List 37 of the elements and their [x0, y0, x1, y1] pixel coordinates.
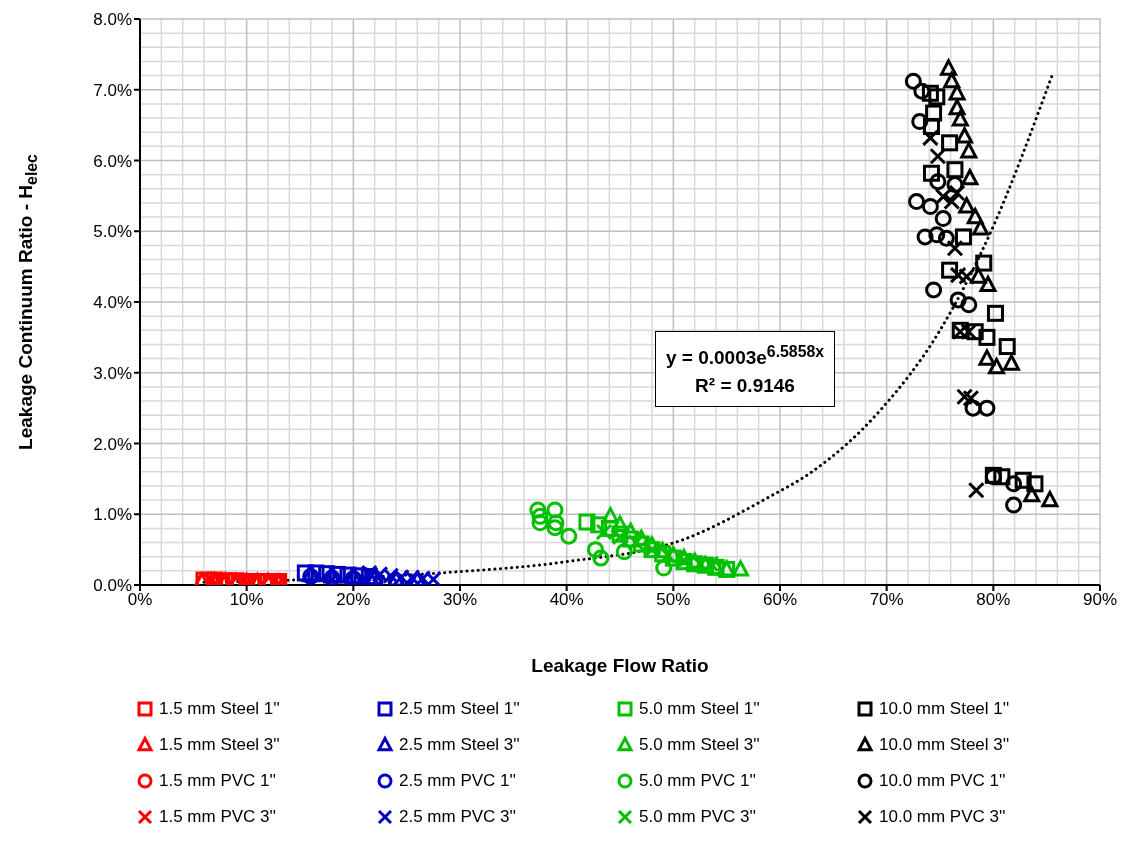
- legend-label: 5.0 mm Steel 1'': [639, 699, 760, 719]
- y-tick-label: 3.0%: [93, 363, 132, 383]
- legend-label: 10.0 mm Steel 3'': [879, 735, 1010, 755]
- y-tick-label: 7.0%: [93, 80, 132, 100]
- legend-label: 1.5 mm PVC 3'': [159, 807, 277, 827]
- y-tick-label: 2.0%: [93, 434, 132, 454]
- x-tick-label: 50%: [656, 590, 691, 610]
- y-tick-label: 5.0%: [93, 222, 132, 242]
- legend-label: 1.5 mm Steel 1'': [159, 699, 280, 719]
- x-tick-label: 80%: [976, 590, 1011, 610]
- annotation: y = 0.0003e$^{6.5858x}$: [664, 342, 826, 371]
- legend-label: 10.0 mm Steel 1'': [879, 699, 1010, 719]
- y-tick-label: 4.0%: [93, 293, 132, 313]
- legend-label: 2.5 mm PVC 3'': [399, 807, 517, 827]
- legend-label: 2.5 mm PVC 1'': [399, 771, 517, 791]
- legend-label: 1.5 mm Steel 3'': [159, 735, 280, 755]
- x-tick-label: 0%: [127, 590, 153, 610]
- annotation: R² = 0.9146: [694, 374, 796, 399]
- x-tick-label: 40%: [549, 590, 584, 610]
- legend-label: 10.0 mm PVC 1'': [879, 771, 1006, 791]
- x-tick-label: 90%: [1082, 590, 1118, 610]
- legend-label: 10.0 mm PVC 3'': [879, 807, 1006, 827]
- x-tick-label: 10%: [229, 590, 264, 610]
- x-tick-label: 30%: [442, 590, 478, 610]
- legend-label: 5.0 mm PVC 3'': [639, 807, 757, 827]
- legend-label: 2.5 mm Steel 3'': [399, 735, 520, 755]
- legend-label: 2.5 mm Steel 1'': [399, 699, 520, 719]
- x-tick-label: 70%: [869, 590, 904, 610]
- y-tick-label: 1.0%: [93, 505, 132, 525]
- x-tick-label: 20%: [336, 590, 371, 610]
- legend-label: 5.0 mm PVC 1'': [639, 771, 757, 791]
- y-tick-label: 6.0%: [93, 151, 132, 171]
- legend-label: 1.5 mm PVC 1'': [159, 771, 277, 791]
- y-tick-label: 8.0%: [93, 10, 132, 30]
- x-axis-title: Leakage Flow Ratio: [530, 655, 710, 677]
- x-tick-label: 60%: [762, 590, 798, 610]
- legend-label: 5.0 mm Steel 3'': [639, 735, 760, 755]
